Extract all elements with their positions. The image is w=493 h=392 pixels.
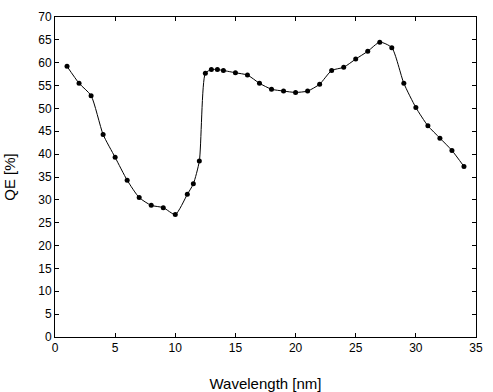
svg-text:0: 0 (52, 341, 59, 355)
svg-text:5: 5 (45, 307, 52, 321)
svg-text:45: 45 (38, 124, 52, 138)
svg-text:20: 20 (38, 239, 52, 253)
svg-text:20: 20 (289, 341, 303, 355)
svg-text:30: 30 (409, 341, 423, 355)
svg-text:25: 25 (349, 341, 363, 355)
svg-text:50: 50 (38, 102, 52, 116)
svg-text:0: 0 (45, 330, 52, 344)
svg-text:QE [%]: QE [%] (1, 153, 18, 201)
svg-text:15: 15 (229, 341, 243, 355)
svg-text:70: 70 (38, 10, 52, 24)
svg-text:35: 35 (469, 341, 483, 355)
svg-text:15: 15 (38, 262, 52, 276)
svg-text:10: 10 (169, 341, 183, 355)
svg-text:30: 30 (38, 193, 52, 207)
svg-text:40: 40 (38, 147, 52, 161)
svg-text:60: 60 (38, 56, 52, 70)
svg-text:65: 65 (38, 33, 52, 47)
svg-text:Wavelength [nm]: Wavelength [nm] (210, 375, 322, 392)
svg-text:35: 35 (38, 170, 52, 184)
svg-text:10: 10 (38, 284, 52, 298)
svg-text:5: 5 (112, 341, 119, 355)
svg-text:55: 55 (38, 79, 52, 93)
svg-text:25: 25 (38, 216, 52, 230)
